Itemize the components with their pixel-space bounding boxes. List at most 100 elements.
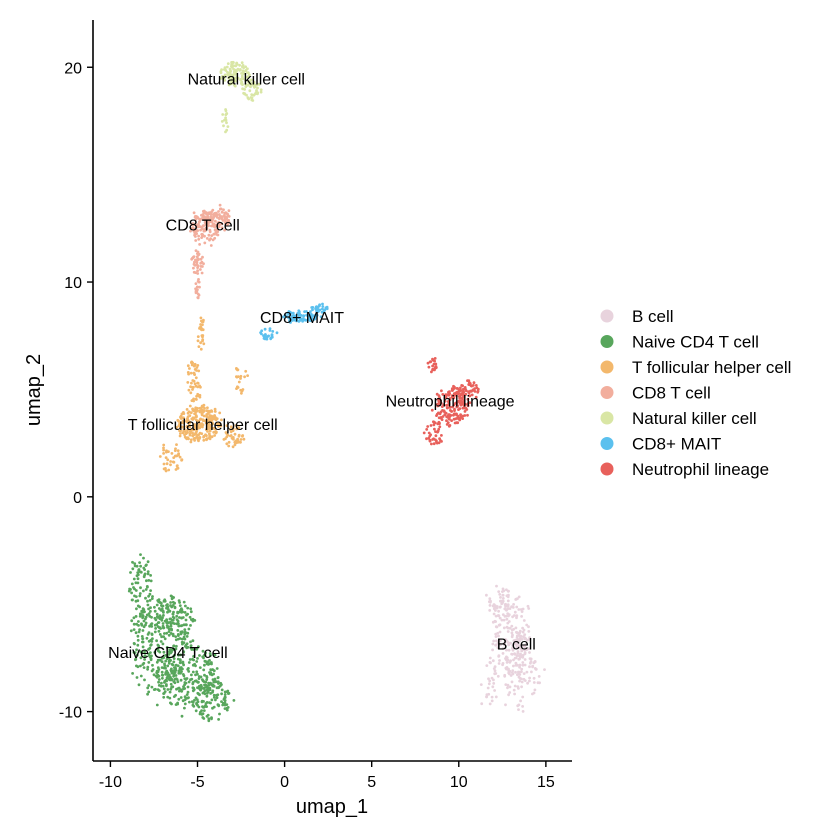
point — [161, 622, 165, 625]
point — [162, 687, 166, 691]
point — [433, 366, 437, 369]
point — [210, 234, 214, 238]
point — [207, 681, 211, 685]
point — [240, 61, 244, 65]
point — [507, 672, 511, 676]
point — [177, 686, 181, 690]
point — [241, 434, 244, 438]
point — [182, 650, 186, 654]
point — [221, 113, 225, 116]
point — [147, 631, 151, 634]
point — [135, 564, 139, 568]
point — [198, 426, 202, 430]
point — [225, 432, 229, 435]
point — [189, 440, 193, 444]
point — [491, 620, 495, 624]
point — [196, 296, 200, 300]
point — [178, 604, 182, 607]
point — [180, 608, 184, 612]
point — [194, 223, 198, 227]
point — [200, 260, 204, 264]
point — [132, 622, 136, 626]
point — [433, 357, 437, 360]
point — [241, 83, 244, 86]
point — [498, 616, 502, 620]
point — [162, 446, 165, 450]
point — [223, 703, 227, 707]
point — [513, 684, 517, 688]
point — [204, 217, 208, 221]
cluster-label-cd8-t-cell: CD8 T cell — [166, 218, 240, 235]
point — [176, 418, 180, 422]
series-t-follicular-helper-cell — [158, 316, 250, 473]
point — [230, 61, 234, 64]
point — [527, 647, 531, 651]
point — [132, 586, 135, 589]
point — [157, 689, 161, 692]
point — [532, 676, 536, 680]
point — [220, 692, 224, 696]
point — [188, 367, 191, 370]
x-axis-title: umap_1 — [296, 796, 368, 818]
point — [200, 213, 203, 217]
point — [149, 574, 153, 577]
point — [190, 363, 194, 367]
point — [208, 435, 212, 438]
point — [440, 389, 443, 393]
point — [147, 607, 151, 611]
point — [239, 438, 243, 441]
point — [192, 266, 195, 270]
point — [196, 266, 200, 269]
point — [177, 669, 181, 673]
point — [156, 670, 160, 674]
point — [201, 716, 205, 719]
point — [490, 695, 494, 699]
point — [189, 229, 192, 233]
point — [229, 428, 232, 431]
point — [195, 258, 199, 262]
point — [455, 391, 459, 394]
point — [242, 70, 246, 74]
point — [172, 644, 176, 648]
point — [189, 411, 193, 415]
point — [171, 460, 175, 464]
point — [212, 430, 216, 434]
legend-swatch — [600, 437, 614, 450]
point — [156, 615, 160, 619]
point — [453, 409, 456, 412]
point — [461, 389, 465, 393]
point — [197, 433, 201, 436]
point — [518, 673, 522, 676]
point — [218, 411, 222, 415]
point — [512, 664, 515, 668]
point — [495, 605, 499, 608]
point — [197, 345, 201, 348]
point — [146, 570, 150, 573]
point — [520, 685, 523, 689]
point — [183, 695, 187, 699]
point — [138, 592, 142, 595]
legend-label: CD8+ MAIT — [632, 435, 721, 454]
cluster-label-cd8-mait: CD8+ MAIT — [260, 310, 344, 327]
point — [525, 648, 529, 651]
point — [223, 218, 227, 222]
point — [137, 568, 141, 571]
point — [153, 651, 157, 654]
legend-item-naive-cd4-t-cell: Naive CD4 T cell — [600, 333, 759, 352]
point — [531, 692, 534, 696]
point — [162, 650, 166, 654]
point — [457, 388, 461, 392]
legend: B cell Naive CD4 T cell T follicular helpe… — [600, 307, 791, 479]
point — [197, 222, 200, 226]
point — [189, 607, 193, 611]
point — [187, 425, 191, 429]
point — [194, 239, 198, 242]
point — [173, 454, 177, 458]
point — [146, 692, 150, 696]
point — [190, 361, 193, 364]
point — [205, 676, 209, 679]
point — [462, 387, 465, 391]
point — [211, 690, 214, 694]
point — [193, 382, 197, 386]
point — [196, 280, 200, 283]
